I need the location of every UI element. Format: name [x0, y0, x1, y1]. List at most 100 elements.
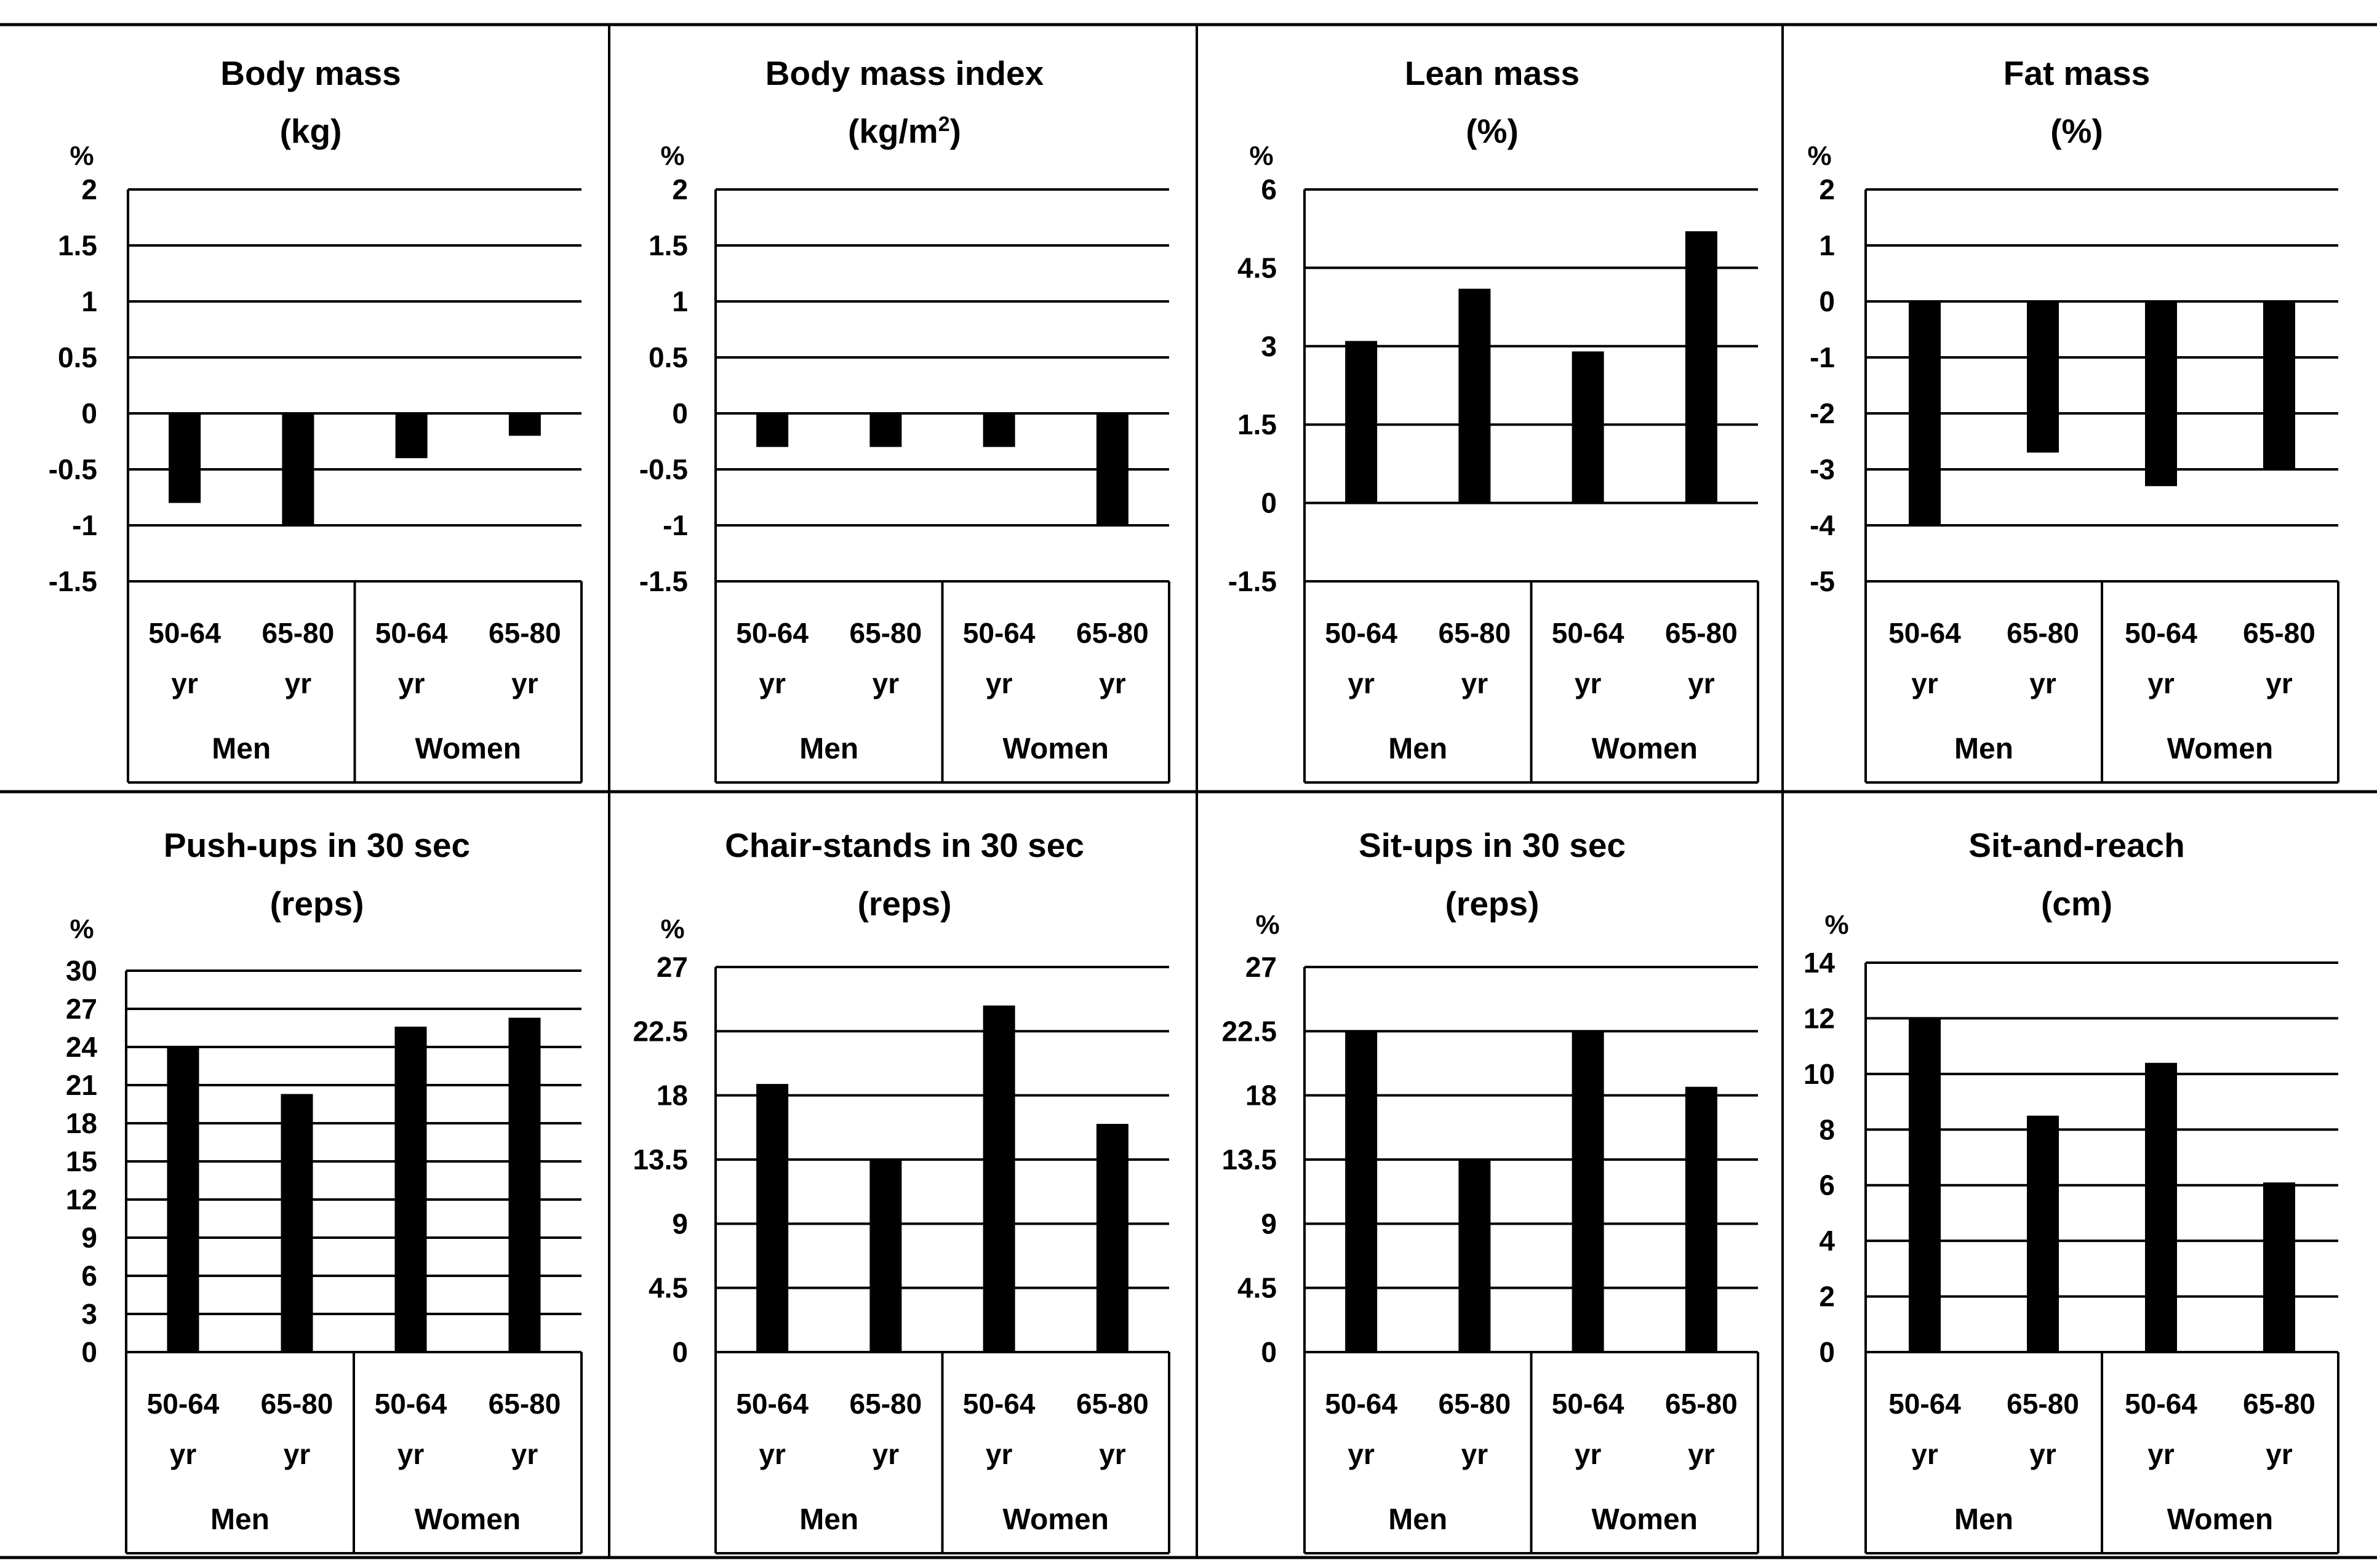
- y-tick-label: 6: [1819, 1169, 1835, 1201]
- category-label: 50-64: [148, 617, 221, 649]
- category-label: 50-64: [147, 1388, 220, 1420]
- chart-subtitle: (cm): [2041, 885, 2112, 923]
- group-label: Women: [1003, 1503, 1109, 1536]
- y-tick-label: 8: [1819, 1113, 1835, 1145]
- category-label: 50-64: [1552, 1388, 1624, 1420]
- category-unit-label: yr: [873, 1438, 900, 1470]
- group-label: Women: [415, 1503, 521, 1536]
- category-unit-label: yr: [285, 667, 312, 699]
- y-tick-label: 0: [1819, 1336, 1835, 1368]
- category-unit-label: yr: [1575, 667, 1602, 699]
- y-tick-label: 24: [66, 1031, 98, 1063]
- category-label: 65-80: [261, 1388, 334, 1420]
- category-unit-label: yr: [1461, 667, 1488, 699]
- y-tick-label: 18: [1245, 1080, 1277, 1112]
- chart-title: Body mass index: [765, 54, 1044, 92]
- category-label: 65-80: [2243, 617, 2315, 649]
- category-unit-label: yr: [1688, 1438, 1715, 1470]
- group-label: Men: [799, 1503, 858, 1536]
- chart-panel: Sit-and-reach (cm)% 14 12 10 8 6 4 2 0 50-64 yr 65-8…: [1804, 826, 2339, 1554]
- bar: [2263, 301, 2295, 469]
- y-tick-label: 4: [1819, 1225, 1835, 1257]
- y-tick-label: 9: [81, 1222, 97, 1254]
- category-unit-label: yr: [1688, 667, 1715, 699]
- panel-borders: [0, 23, 2377, 1559]
- bar: [1096, 413, 1129, 525]
- y-tick-label: 1: [1819, 229, 1835, 261]
- bar: [508, 1017, 541, 1352]
- bar: [1345, 1031, 1378, 1352]
- category-label: 50-64: [963, 1388, 1036, 1420]
- category-label: 50-64: [1552, 617, 1624, 649]
- group-label: Men: [1954, 1503, 2013, 1536]
- y-tick-label: -5: [1810, 565, 1835, 597]
- chart-title: Sit-ups in 30 sec: [1359, 826, 1626, 864]
- category-unit-label: yr: [759, 667, 786, 699]
- bar: [2263, 1182, 2295, 1352]
- y-tick-label: -2: [1810, 397, 1835, 429]
- group-label: Women: [1592, 1503, 1698, 1536]
- chart-title: Chair-stands in 30 sec: [725, 826, 1084, 864]
- y-tick-label: 13.5: [633, 1144, 688, 1176]
- bar: [395, 413, 428, 458]
- y-tick-label: -1: [1810, 341, 1835, 373]
- bar: [1572, 351, 1604, 503]
- category-label: 50-64: [375, 1388, 447, 1420]
- y-unit-label: %: [660, 141, 684, 171]
- y-tick-label: 3: [1261, 330, 1277, 362]
- chart-subtitle: (%): [2050, 112, 2103, 150]
- category-label: 50-64: [1325, 1388, 1397, 1420]
- chart-panel: Lean mass (%)%6 4.5 3 1.5 0 -1.5 50-64 yr 65-80 yr…: [1228, 54, 1759, 784]
- category-label: 50-64: [375, 617, 448, 649]
- panels: Body mass(kg)%21.510.50-0.5-1-1.550-64yr…: [49, 54, 2339, 1554]
- bar: [1096, 1124, 1129, 1352]
- y-tick-label: 1.5: [1237, 408, 1277, 440]
- bar: [869, 1160, 902, 1352]
- bar: [2027, 301, 2059, 453]
- category-label: 65-80: [489, 1388, 561, 1420]
- category-label: 65-80: [262, 617, 335, 649]
- y-tick-label: 1.5: [58, 229, 97, 261]
- category-unit-label: yr: [511, 1438, 538, 1470]
- category-label: 50-64: [2125, 1388, 2197, 1420]
- category-label: 65-80: [1076, 1388, 1149, 1420]
- category-label: 65-80: [489, 617, 561, 649]
- bar: [1458, 289, 1491, 503]
- chart-subtitle: (reps): [858, 885, 952, 923]
- y-tick-label: -0.5: [49, 453, 97, 485]
- chart-title: Body mass: [220, 54, 401, 92]
- category-unit-label: yr: [284, 1438, 311, 1470]
- bar: [2145, 301, 2177, 487]
- y-tick-label: 22.5: [1221, 1015, 1277, 1047]
- y-tick-label: 18: [66, 1107, 97, 1139]
- category-unit-label: yr: [1348, 667, 1375, 699]
- y-tick-label: 30: [66, 955, 97, 987]
- bar: [1909, 301, 1941, 525]
- bar: [983, 1005, 1015, 1352]
- y-tick-label: 0: [81, 397, 97, 429]
- category-label: 50-64: [736, 1388, 809, 1420]
- category-label: 65-80: [2007, 1388, 2079, 1420]
- y-tick-label: 2: [1819, 173, 1835, 205]
- y-unit-label: %: [70, 914, 94, 944]
- category-unit-label: yr: [397, 1438, 425, 1470]
- chart-subtitle: (reps): [270, 885, 364, 923]
- bar: [2027, 1115, 2059, 1352]
- category-unit-label: yr: [2029, 667, 2056, 699]
- category-unit-label: yr: [1461, 1438, 1488, 1470]
- category-label: 50-64: [1888, 1388, 1961, 1420]
- y-tick-label: 0: [81, 1336, 97, 1368]
- category-unit-label: yr: [2029, 1438, 2056, 1470]
- category-unit-label: yr: [2147, 1438, 2175, 1470]
- group-label: Women: [2167, 733, 2273, 765]
- y-tick-label: 0: [1261, 1336, 1277, 1368]
- y-tick-label: -1.5: [1228, 565, 1277, 597]
- y-tick-label: 2: [81, 173, 97, 205]
- group-label: Women: [415, 733, 521, 765]
- category-unit-label: yr: [2266, 1438, 2293, 1470]
- chart-title: Fat mass: [2003, 54, 2150, 92]
- y-tick-label: 14: [1804, 947, 1836, 979]
- bar: [508, 413, 541, 436]
- y-tick-label: 2: [672, 173, 688, 205]
